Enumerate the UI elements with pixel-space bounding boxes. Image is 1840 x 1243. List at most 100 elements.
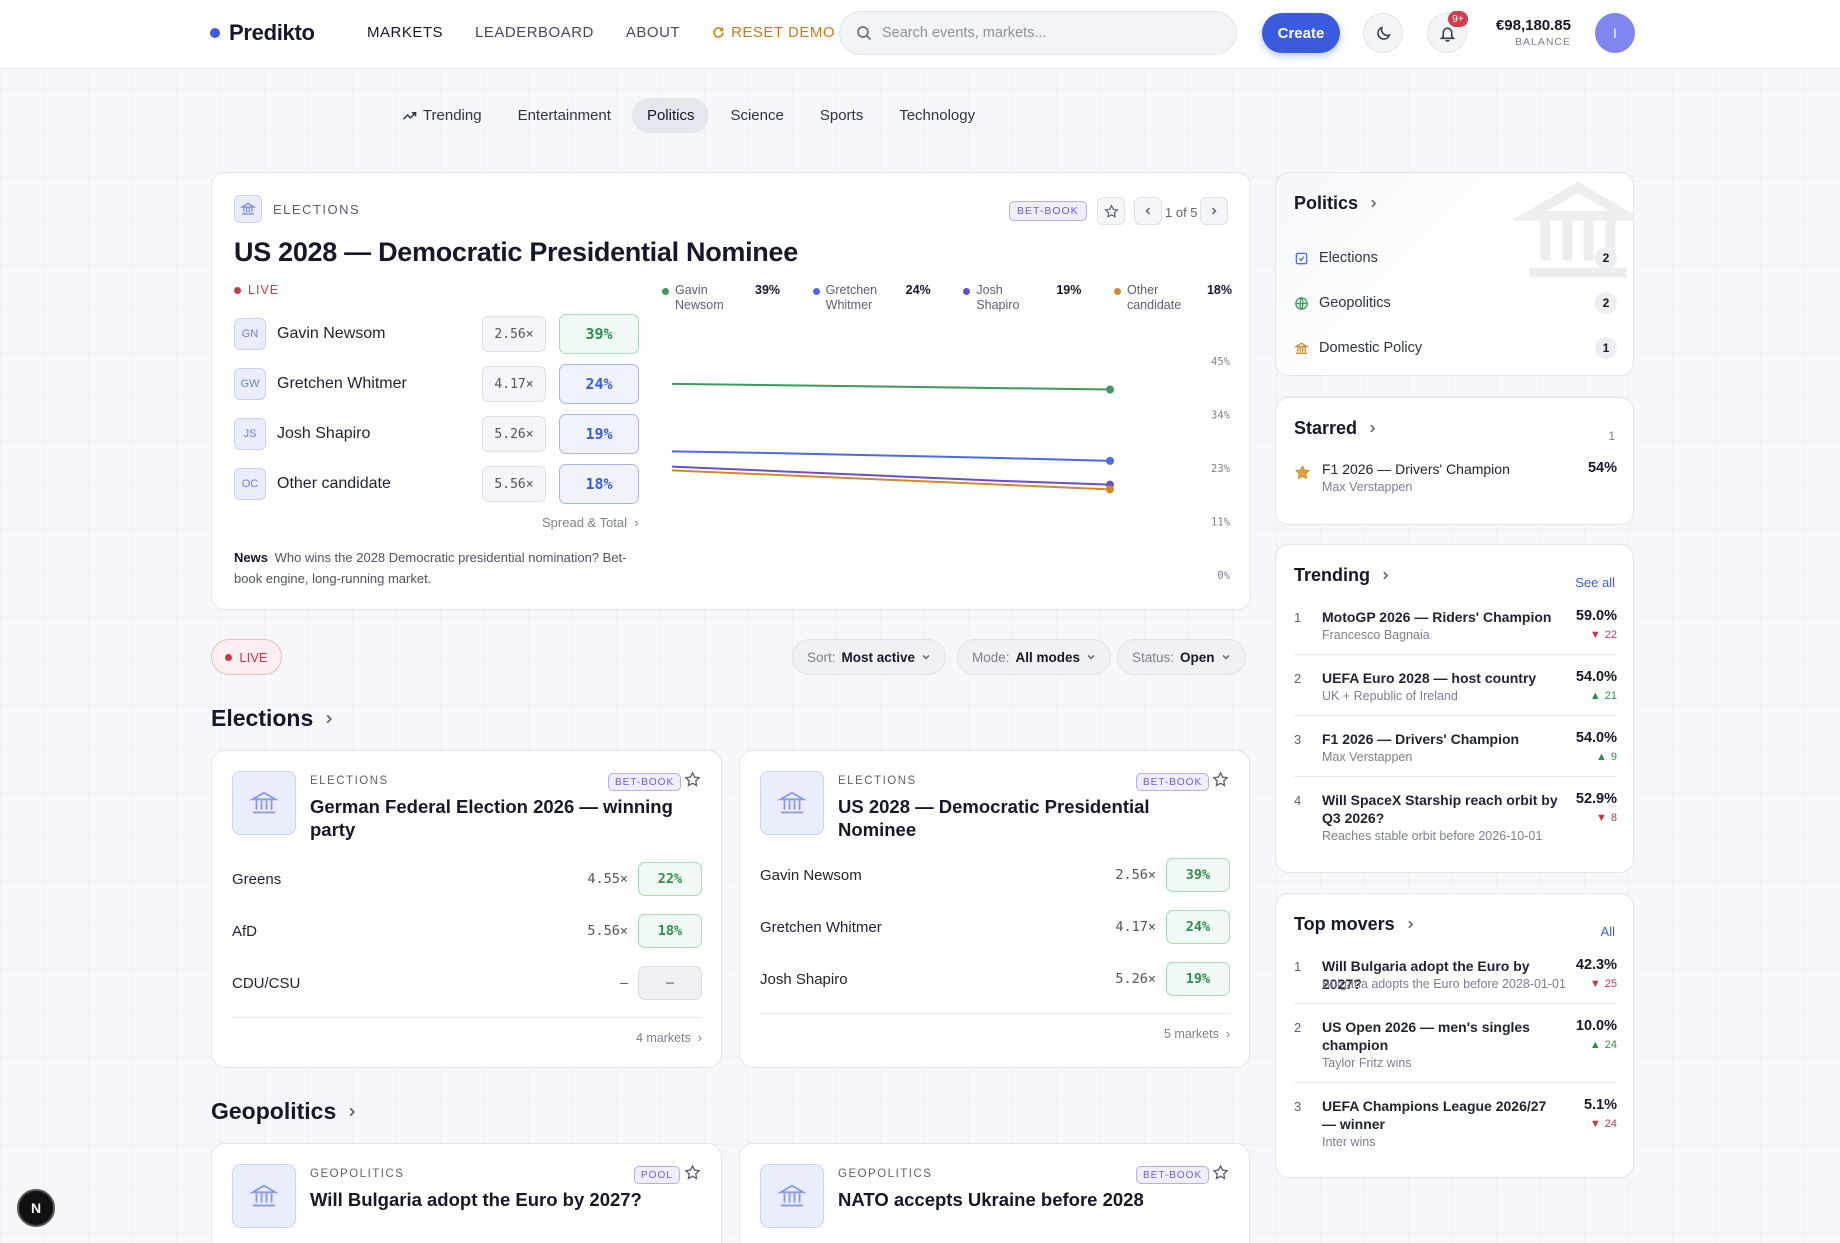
mover-item[interactable]: 1 Will Bulgaria adopt the Euro by 2027? … (1294, 957, 1617, 997)
nav-leaderboard[interactable]: LEADERBOARD (475, 24, 594, 41)
chevron-right-icon: › (694, 1031, 702, 1045)
news-label: News (234, 550, 268, 565)
outcome-buy-button[interactable]: 39% (1166, 858, 1230, 892)
sidebar-item-geopolitics[interactable]: Geopolitics 2 (1294, 291, 1617, 315)
card-title[interactable]: Will Bulgaria adopt the Euro by 2027? (310, 1189, 642, 1210)
card-outcome-row[interactable]: CDU/CSU – – (232, 957, 702, 1009)
section-title-elections[interactable]: Elections (211, 705, 335, 732)
mover-item[interactable]: 3 UEFA Champions League 2026/27 — winner… (1294, 1097, 1617, 1157)
card-outcome-row[interactable]: Gretchen Whitmer 4.17× 24% (760, 901, 1230, 953)
tab-entertainment[interactable]: Entertainment (517, 107, 611, 124)
bank-icon (777, 791, 807, 814)
card-outcome-row[interactable]: Gavin Newsom 2.56× 39% (760, 849, 1230, 901)
logo[interactable]: Predikto (210, 20, 315, 46)
sidebar-title-label: Trending (1294, 565, 1370, 585)
sidebar-title-label: Politics (1294, 193, 1359, 213)
card-footer-link[interactable]: 5 markets › (760, 1013, 1230, 1041)
outcome-odds: 4.17× (1115, 919, 1156, 935)
spread-total-link[interactable]: Spread & Total › (542, 515, 639, 530)
card-outcome-row[interactable]: Josh Shapiro 5.26× 19% (760, 953, 1230, 1005)
card-outcome-row[interactable]: AfD 5.56× 18% (232, 905, 702, 957)
trending-item[interactable]: 1 MotoGP 2026 — Riders' Champion Frances… (1294, 608, 1617, 648)
series-line (671, 450, 1111, 462)
create-button[interactable]: Create (1262, 13, 1340, 53)
outcome-buy-button[interactable]: – (638, 966, 702, 1000)
chevron-left-icon (1145, 207, 1151, 215)
market-card-bulgaria-euro[interactable]: GEOPOLITICS POOL Will Bulgaria adopt the… (211, 1143, 722, 1243)
card-icon-wrap (232, 1164, 296, 1228)
card-outcome-row[interactable]: Greens 4.55× 22% (232, 853, 702, 905)
legend-dot-icon (963, 288, 971, 295)
balance-display: €98,180.85 BALANCE (1491, 17, 1571, 48)
outcome-buy-button[interactable]: 22% (638, 862, 702, 896)
section-title-geopolitics[interactable]: Geopolitics (211, 1098, 358, 1125)
market-card-nato-ukraine[interactable]: GEOPOLITICS BET-BOOK NATO accepts Ukrain… (739, 1143, 1250, 1243)
avatar[interactable]: I (1595, 13, 1635, 53)
hero-outcome-row[interactable]: GN Gavin Newsom 2.56× 39% (234, 309, 639, 359)
featured-market-card[interactable]: ELECTIONS BET-BOOK 1 of 5 US 2028 — Demo… (211, 172, 1251, 610)
all-movers-link[interactable]: All (1600, 924, 1615, 939)
trending-item[interactable]: 4 Will SpaceX Starship reach orbit by Q3… (1294, 791, 1617, 851)
trending-item[interactable]: 3 F1 2026 — Drivers' Champion Max Versta… (1294, 730, 1617, 770)
theme-toggle-button[interactable] (1363, 13, 1403, 53)
status-select[interactable]: Status: Open (1117, 639, 1246, 675)
star-icon[interactable] (684, 1164, 701, 1181)
outcome-buy-button[interactable]: 24% (1166, 910, 1230, 944)
hero-title[interactable]: US 2028 — Democratic Presidential Nomine… (234, 237, 798, 267)
live-filter-button[interactable]: LIVE (211, 639, 282, 675)
nav-markets[interactable]: MARKETS (367, 24, 444, 41)
hero-next-button[interactable] (1200, 197, 1228, 225)
card-title[interactable]: German Federal Election 2026 — winning p… (310, 796, 673, 840)
nav-about[interactable]: ABOUT (625, 24, 681, 41)
outcome-buy-button[interactable]: 19% (559, 414, 639, 454)
market-card-german-election[interactable]: ELECTIONS BET-BOOK German Federal Electi… (211, 750, 722, 1068)
outcome-buy-button[interactable]: 18% (638, 914, 702, 948)
legend-dot-icon (1113, 288, 1121, 295)
outcome-odds: 5.26× (482, 416, 546, 452)
outcome-name: Greens (232, 870, 282, 888)
sidebar-starred-title[interactable]: Starred (1294, 418, 1378, 439)
ballot-icon (1295, 252, 1308, 264)
legend-item: Josh Shapiro 19% (963, 283, 1081, 313)
hero-outcome-row[interactable]: OC Other candidate 5.56× 18% (234, 459, 639, 509)
hero-category: ELECTIONS (273, 202, 361, 217)
bank-icon (240, 202, 256, 215)
market-card-us-2028[interactable]: ELECTIONS BET-BOOK US 2028 — Democratic … (739, 750, 1250, 1068)
sidebar-politics-title[interactable]: Politics (1294, 193, 1379, 214)
star-icon[interactable] (1212, 771, 1229, 788)
starred-item[interactable]: F1 2026 — Drivers' Champion Max Verstapp… (1294, 460, 1617, 500)
search-input[interactable] (882, 25, 1202, 41)
tab-science[interactable]: Science (730, 107, 784, 124)
sidebar-item-elections[interactable]: Elections 2 (1294, 246, 1617, 270)
card-title[interactable]: NATO accepts Ukraine before 2028 (838, 1189, 1144, 1210)
hero-outcome-row[interactable]: GW Gretchen Whitmer 4.17× 24% (234, 359, 639, 409)
live-dot-icon (225, 653, 233, 661)
rank-title: F1 2026 — Drivers' Champion (1322, 731, 1520, 747)
mode-select[interactable]: Mode: All modes (957, 639, 1112, 675)
dev-tools-button[interactable]: N (17, 1189, 55, 1227)
tab-sports[interactable]: Sports (819, 107, 864, 124)
star-icon[interactable] (684, 771, 701, 788)
outcome-initials: JS (234, 418, 266, 450)
sidebar-movers-title[interactable]: Top movers (1294, 914, 1416, 935)
outcome-buy-button[interactable]: 19% (1166, 962, 1230, 996)
hero-prev-button[interactable] (1134, 197, 1162, 225)
outcome-buy-button[interactable]: 18% (559, 464, 639, 504)
sidebar-trending-title[interactable]: Trending (1294, 565, 1391, 586)
sidebar-item-domestic-policy[interactable]: Domestic Policy 1 (1294, 336, 1617, 360)
outcome-buy-button[interactable]: 39% (559, 314, 639, 354)
card-footer-link[interactable]: 4 markets › (232, 1017, 702, 1045)
trending-item[interactable]: 2 UEFA Euro 2028 — host country UK + Rep… (1294, 669, 1617, 709)
tab-technology[interactable]: Technology (899, 107, 976, 124)
mover-item[interactable]: 2 US Open 2026 — men's singles champion … (1294, 1018, 1617, 1078)
tab-trending[interactable]: Trending (387, 98, 497, 133)
outcome-buy-button[interactable]: 24% (559, 364, 639, 404)
hero-outcome-row[interactable]: JS Josh Shapiro 5.26× 19% (234, 409, 639, 459)
hero-star-button[interactable] (1097, 197, 1125, 225)
reset-demo-button[interactable]: RESET DEMO (712, 24, 835, 41)
tab-politics[interactable]: Politics (631, 98, 710, 133)
card-title[interactable]: US 2028 — Democratic Presidential Nomine… (838, 796, 1150, 840)
star-icon[interactable] (1212, 1164, 1229, 1181)
sort-select[interactable]: Sort: Most active (792, 639, 947, 675)
see-all-link[interactable]: See all (1575, 575, 1615, 590)
